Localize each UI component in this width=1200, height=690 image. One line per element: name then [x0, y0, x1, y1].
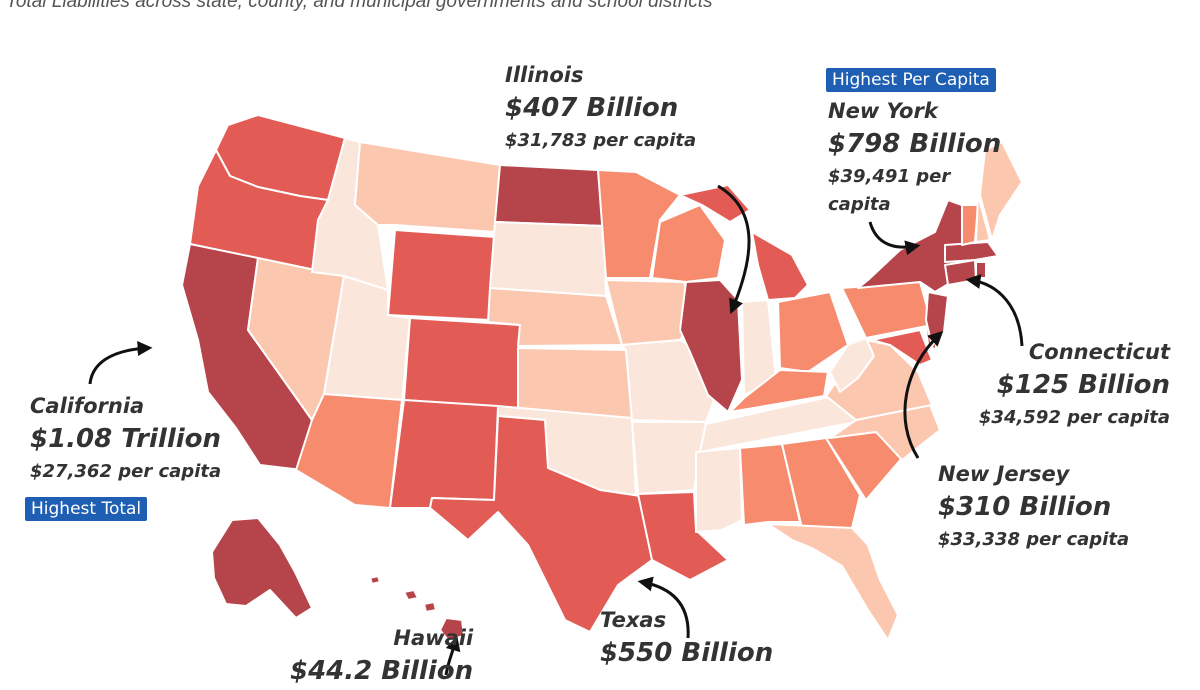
callout-illinois: Illinois $407 Billion $31,783 per capita — [505, 61, 696, 155]
callout-new-york: New York $798 Billion $39,491 per capita — [828, 97, 1001, 219]
state-hawaii-islet[interactable] — [369, 575, 381, 585]
state-arizona[interactable] — [295, 393, 403, 509]
state-south-dakota[interactable] — [489, 221, 607, 297]
state-rhode-island[interactable] — [975, 261, 987, 279]
state-montana[interactable] — [354, 141, 501, 233]
state-mississippi[interactable] — [695, 447, 743, 533]
new-york-per-capita-line1: $39,491 per — [828, 166, 951, 187]
state-hawaii-islet[interactable] — [423, 601, 437, 613]
new-york-name: New York — [828, 99, 938, 123]
texas-name: Texas — [600, 608, 667, 632]
california-arrow — [88, 341, 153, 385]
hawaii-total: $44.2 Billion — [290, 656, 474, 686]
state-iowa[interactable] — [605, 279, 695, 346]
state-texas[interactable] — [429, 415, 653, 633]
texas-arrow — [637, 576, 690, 639]
state-west-virginia[interactable] — [829, 337, 875, 393]
new-jersey-arrow — [903, 330, 944, 459]
state-florida[interactable] — [767, 523, 899, 641]
state-arkansas[interactable] — [631, 421, 707, 495]
illinois-total: $407 Billion — [505, 93, 679, 123]
connecticut-name: Connecticut — [1028, 340, 1170, 364]
state-hawaii-islet[interactable] — [403, 589, 419, 601]
callout-hawaii: Hawaii $44.2 Billion — [290, 624, 473, 690]
hawaii-arrow — [444, 635, 461, 675]
state-alaska[interactable] — [211, 517, 313, 619]
california-per-capita: $27,362 per capita — [30, 461, 222, 482]
new-jersey-per-capita: $33,338 per capita — [938, 529, 1130, 550]
state-nebraska[interactable] — [487, 287, 623, 347]
callout-california: California $1.08 Trillion $27,362 per ca… — [30, 392, 221, 486]
california-total: $1.08 Trillion — [30, 424, 222, 454]
state-massachusetts[interactable] — [944, 241, 999, 263]
callout-connecticut: Connecticut $125 Billion $34,592 per cap… — [979, 338, 1170, 432]
state-new-mexico[interactable] — [389, 399, 499, 509]
state-alabama[interactable] — [739, 443, 801, 526]
state-kansas[interactable] — [517, 347, 633, 419]
highest-total-badge: Highest Total — [25, 497, 148, 521]
callout-texas: Texas $550 Billion — [600, 606, 773, 672]
state-louisiana[interactable] — [637, 491, 729, 581]
callout-new-jersey: New Jersey $310 Billion $33,338 per capi… — [938, 460, 1129, 554]
illinois-per-capita: $31,783 per capita — [505, 130, 697, 151]
map-subtitle: Total Liabilities across state, county, … — [6, 0, 713, 12]
us-choropleth-map — [88, 114, 1024, 675]
state-minnesota[interactable] — [597, 169, 681, 279]
state-michigan[interactable] — [751, 231, 809, 301]
illinois-name: Illinois — [505, 63, 584, 87]
texas-total: $550 Billion — [600, 638, 774, 668]
state-maine[interactable] — [979, 141, 1023, 241]
state-north-dakota[interactable] — [494, 164, 605, 227]
connecticut-total: $125 Billion — [996, 370, 1170, 400]
state-colorado[interactable] — [403, 317, 521, 409]
connecticut-per-capita: $34,592 per capita — [978, 407, 1170, 428]
state-maryland[interactable] — [871, 329, 933, 366]
new-york-per-capita-line2: capita — [828, 194, 891, 215]
hawaii-name: Hawaii — [393, 626, 474, 650]
new-jersey-name: New Jersey — [938, 462, 1070, 486]
state-new-hampshire[interactable] — [975, 194, 991, 243]
state-illinois[interactable] — [679, 279, 743, 413]
state-georgia[interactable] — [781, 437, 861, 529]
state-ohio[interactable] — [777, 291, 849, 373]
state-wyoming[interactable] — [387, 229, 496, 321]
new-york-arrow — [868, 221, 921, 256]
state-kentucky[interactable] — [729, 369, 829, 413]
california-name: California — [30, 394, 145, 418]
connecticut-arrow — [965, 273, 1024, 347]
highest-per-capita-badge: Highest Per Capita — [826, 68, 996, 92]
illinois-arrow — [717, 184, 751, 315]
new-york-total: $798 Billion — [828, 129, 1002, 159]
new-jersey-total: $310 Billion — [938, 492, 1112, 522]
